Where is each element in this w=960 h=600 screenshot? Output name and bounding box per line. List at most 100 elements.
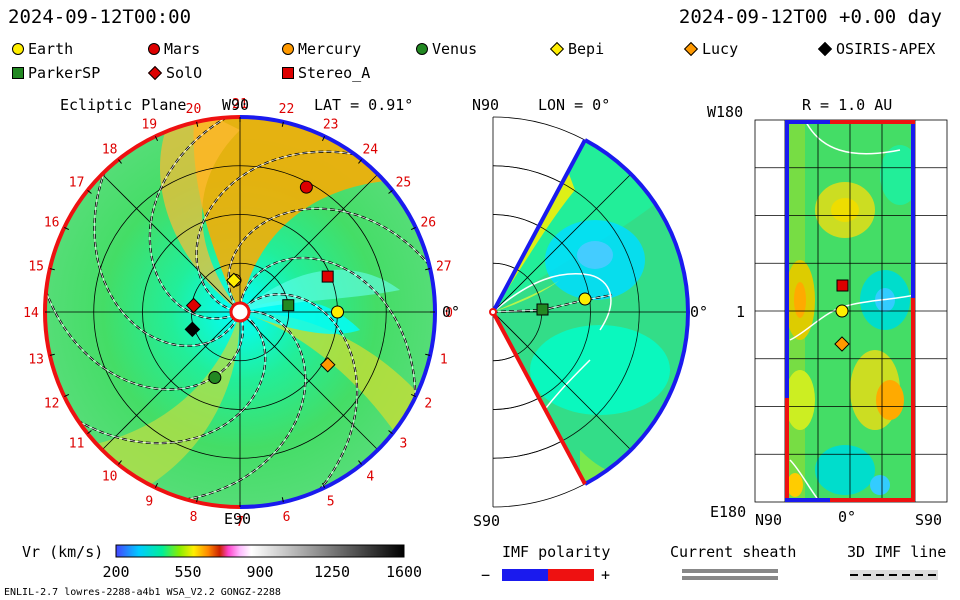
carrington-tick-label: 5 <box>327 494 335 509</box>
ecliptic-bottom-label: E90 <box>224 510 252 528</box>
legend-label: ParkerSP <box>28 64 101 82</box>
carrington-tick-mark <box>154 136 159 142</box>
legend-item-lucy: Lucy <box>683 40 739 58</box>
carrington-tick-label: 2 <box>424 397 432 412</box>
legend-item-mars: Mars <box>148 40 200 58</box>
carrington-tick-mark <box>118 460 122 465</box>
carrington-tick-mark <box>281 497 284 503</box>
legend-item-parkersp: ParkerSP <box>12 64 100 82</box>
map-r-label: R = 1.0 AU <box>802 96 893 114</box>
carrington-tick-label: 18 <box>102 143 118 158</box>
legend-marker-circle <box>148 43 160 55</box>
map-mid-label: 1 <box>736 303 746 321</box>
imf-line-title: 3D IMF line <box>847 543 947 561</box>
current-sheath-sample <box>682 569 778 580</box>
colorbar: 200 550 900 1250 1600 <box>102 544 422 581</box>
carrington-tick-mark <box>196 121 199 127</box>
carrington-tick-label: 25 <box>396 176 412 191</box>
carrington-tick-label: 21 <box>232 97 248 112</box>
meridional-top-label: N90 <box>472 96 500 114</box>
carrington-tick-label: 23 <box>323 118 339 133</box>
legend-label: OSIRIS-APEX <box>836 40 936 58</box>
carrington-tick-mark <box>388 430 393 434</box>
carrington-tick-label: 13 <box>28 353 44 368</box>
carrington-tick-label: 10 <box>102 469 118 484</box>
model-info: ENLIL-2.7 lowres-2288-a4b1 WSA_V2.2 GONG… <box>4 587 281 598</box>
imf-spiral-core <box>149 116 235 319</box>
imf-spiral-core <box>243 293 358 493</box>
ecliptic-top-label: W90 <box>222 96 250 114</box>
legend-item-solo: SolO <box>147 64 203 82</box>
map-x-right: S90 <box>915 511 943 529</box>
carrington-tick-label: 4 <box>366 469 374 484</box>
meridional-earth-marker <box>578 292 592 306</box>
ecliptic-body-parkersp <box>282 299 295 312</box>
ecliptic-body-stereo-a <box>321 270 334 283</box>
meridional-boundary-south <box>491 311 587 485</box>
legend-item-osiris-apex: OSIRIS-APEX <box>817 40 936 58</box>
imf-line-sample <box>850 570 938 580</box>
imf-spiral-core <box>94 169 239 347</box>
carrington-tick-label: 8 <box>190 510 198 525</box>
meridional-lon-label: LON = 0° <box>538 96 611 114</box>
imf-spiral-core <box>184 310 306 501</box>
carrington-tick-mark <box>410 226 416 231</box>
legend-label: Venus <box>432 40 478 58</box>
carrington-tick-mark <box>425 353 431 356</box>
map-bottom-label: E180 <box>710 503 747 521</box>
datetime-right: 2024-09-12T00 +0.00 day <box>678 6 942 28</box>
map-lucy-marker <box>834 336 850 352</box>
map-earth-marker <box>835 304 849 318</box>
carrington-tick-label: 20 <box>186 102 202 117</box>
carrington-tick-mark <box>410 393 416 398</box>
ecliptic-lat-label: LAT = 0.91° <box>314 96 414 114</box>
legend-label: Stereo_A <box>298 64 371 82</box>
colorbar-tick-label: 550 <box>174 563 201 581</box>
imf-plus-label: + <box>601 566 611 584</box>
meridional-panel <box>489 116 690 508</box>
carrington-tick-label: 22 <box>279 102 295 117</box>
colorbar-tick-label: 1600 <box>386 563 422 581</box>
legend-label: Mercury <box>298 40 362 58</box>
legend-item-stereo-a: Stereo_A <box>282 64 370 82</box>
ecliptic-body-earth <box>331 305 344 319</box>
colorbar-tick-label: 900 <box>246 563 273 581</box>
legend-label: Lucy <box>702 40 739 58</box>
carrington-tick-label: 3 <box>399 436 407 451</box>
carrington-tick-label: 12 <box>44 397 60 412</box>
ecliptic-body-solo <box>185 297 202 314</box>
carrington-tick-mark <box>196 497 199 503</box>
imf-spiral-core <box>44 289 244 390</box>
carrington-tick-label: 24 <box>362 143 378 158</box>
carrington-tick-label: 14 <box>23 306 39 321</box>
meridional-boundary-north <box>491 139 587 313</box>
meridional-bottom-label: S90 <box>473 512 501 530</box>
carrington-tick-label: 17 <box>69 176 85 191</box>
colorbar-tick-label: 200 <box>102 563 129 581</box>
legend-marker-circle <box>416 43 428 55</box>
map-stereo-a-marker <box>836 279 849 292</box>
carrington-tick-mark <box>87 190 92 194</box>
legend-marker-square <box>12 67 24 79</box>
map-top-label: W180 <box>707 103 744 121</box>
carrington-tick-label: 16 <box>44 215 60 230</box>
carrington-tick-label: 26 <box>420 215 436 230</box>
imf-spiral-core <box>228 208 431 308</box>
carrington-tick-mark <box>388 190 393 194</box>
imf-polarity-bar <box>502 569 594 581</box>
map-x-left: N90 <box>755 511 783 529</box>
carrington-tick-mark <box>358 460 362 465</box>
meridional-right-label: 0° <box>690 303 709 321</box>
legend-label: SolO <box>166 64 203 82</box>
ecliptic-body-mars <box>299 180 313 194</box>
ecliptic-body-bepi <box>226 272 242 289</box>
legend-label: Earth <box>28 40 74 58</box>
ecliptic-body-lucy <box>319 356 336 373</box>
imf-minus-label: − <box>481 566 491 584</box>
carrington-tick-mark <box>64 226 70 231</box>
legend-item-venus: Venus <box>416 40 477 58</box>
legend-marker-circle <box>12 43 24 55</box>
meridional-parkersp-marker <box>536 303 549 316</box>
carrington-tick-mark <box>358 159 362 164</box>
